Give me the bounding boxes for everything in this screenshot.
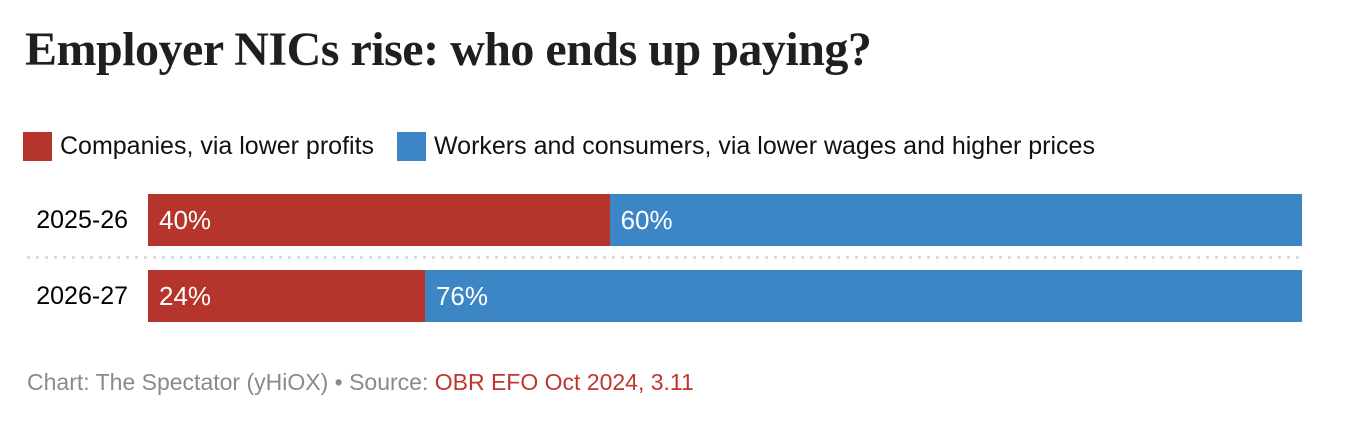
- legend-swatch-icon: [23, 132, 52, 161]
- bar-segment: 24%: [148, 270, 425, 322]
- legend-item-label: Workers and consumers, via lower wages a…: [434, 132, 1095, 160]
- legend-swatch-icon: [397, 132, 427, 161]
- bar-segment: 76%: [424, 270, 1302, 322]
- stacked-bar: 24% 76%: [148, 270, 1302, 322]
- bar-value-label: 40%: [159, 204, 212, 235]
- bar-row-label: 2026-27: [36, 281, 128, 310]
- bar-value-label: 24%: [159, 280, 212, 311]
- footer-credit: Chart: The Spectator (yHiOX) • Source: O…: [27, 369, 1358, 396]
- bar-row-label: 2025-26: [36, 205, 128, 234]
- legend-item: Workers and consumers, via lower wages a…: [397, 132, 1095, 161]
- bar-value-label: 60%: [620, 204, 673, 235]
- bar-value-label: 76%: [435, 280, 488, 311]
- bar-row: 2025-26 40% 60%: [0, 194, 1358, 246]
- chart-title: Employer NICs rise: who ends up paying?: [25, 23, 872, 76]
- legend: Companies, via lower profits Workers and …: [23, 132, 1358, 161]
- bar-row: 2026-27 24% 76%: [0, 270, 1358, 322]
- bar-segment: 40%: [148, 194, 610, 246]
- bar-segment: 60%: [609, 194, 1302, 246]
- row-separator: [27, 256, 1302, 259]
- legend-item-label: Companies, via lower profits: [60, 132, 375, 160]
- legend-item: Companies, via lower profits: [23, 132, 374, 161]
- source-link[interactable]: OBR EFO Oct 2024, 3.11: [434, 369, 694, 395]
- stacked-bar-chart: 2025-26 40% 60% 2026-27 24% 76%: [0, 194, 1358, 322]
- stacked-bar: 40% 60%: [148, 194, 1302, 246]
- credit-text: Chart: The Spectator (yHiOX) • Source:: [27, 369, 435, 395]
